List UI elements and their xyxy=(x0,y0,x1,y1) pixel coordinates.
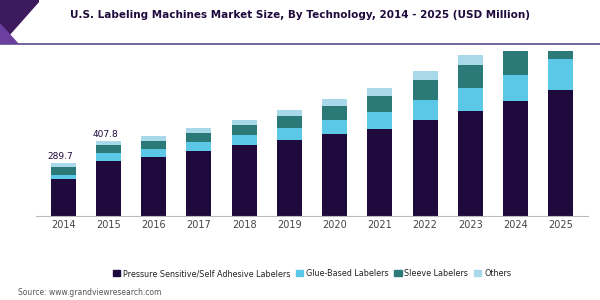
Bar xyxy=(548,59,573,90)
Bar xyxy=(413,80,437,100)
Bar xyxy=(51,179,76,216)
Bar xyxy=(232,125,257,135)
Bar xyxy=(96,146,121,153)
Text: U.S. Labeling Machines Market Size, By Technology, 2014 - 2025 (USD Million): U.S. Labeling Machines Market Size, By T… xyxy=(70,11,530,20)
Bar xyxy=(322,134,347,216)
Bar xyxy=(458,55,483,65)
Bar xyxy=(232,135,257,146)
Bar xyxy=(187,151,211,216)
Bar xyxy=(458,88,483,111)
Bar xyxy=(413,100,437,120)
Polygon shape xyxy=(0,24,17,44)
Bar xyxy=(367,129,392,216)
Bar xyxy=(187,142,211,151)
Polygon shape xyxy=(0,0,39,44)
Bar xyxy=(322,106,347,120)
Bar xyxy=(96,153,121,161)
Bar xyxy=(367,88,392,96)
Bar xyxy=(277,128,302,140)
Bar xyxy=(458,111,483,216)
Bar xyxy=(96,161,121,216)
Bar xyxy=(187,133,211,142)
Bar xyxy=(367,96,392,112)
Bar xyxy=(503,48,528,75)
Bar xyxy=(187,128,211,133)
Bar xyxy=(548,90,573,216)
Bar xyxy=(548,29,573,59)
Bar xyxy=(367,112,392,129)
Bar xyxy=(503,36,528,48)
Bar xyxy=(141,141,166,149)
Bar xyxy=(503,75,528,101)
Bar xyxy=(277,110,302,116)
Bar xyxy=(51,175,76,179)
Bar xyxy=(141,149,166,157)
Bar xyxy=(96,141,121,146)
Bar xyxy=(277,140,302,216)
Bar xyxy=(548,14,573,29)
Bar xyxy=(413,71,437,80)
Bar xyxy=(503,101,528,216)
Legend: Pressure Sensitive/Self Adhesive Labelers, Glue-Based Labelers, Sleeve Labelers,: Pressure Sensitive/Self Adhesive Labeler… xyxy=(110,266,514,281)
Text: 407.8: 407.8 xyxy=(92,130,118,139)
Bar xyxy=(322,99,347,106)
Text: Source: www.grandviewresearch.com: Source: www.grandviewresearch.com xyxy=(18,288,161,297)
Bar xyxy=(51,167,76,175)
Text: 289.7: 289.7 xyxy=(47,152,73,160)
Bar xyxy=(51,163,76,167)
Bar xyxy=(141,157,166,216)
Bar xyxy=(458,65,483,88)
Bar xyxy=(322,120,347,134)
Bar xyxy=(413,120,437,216)
Bar xyxy=(277,116,302,128)
Bar xyxy=(141,136,166,141)
Bar xyxy=(232,120,257,125)
Bar xyxy=(232,146,257,216)
